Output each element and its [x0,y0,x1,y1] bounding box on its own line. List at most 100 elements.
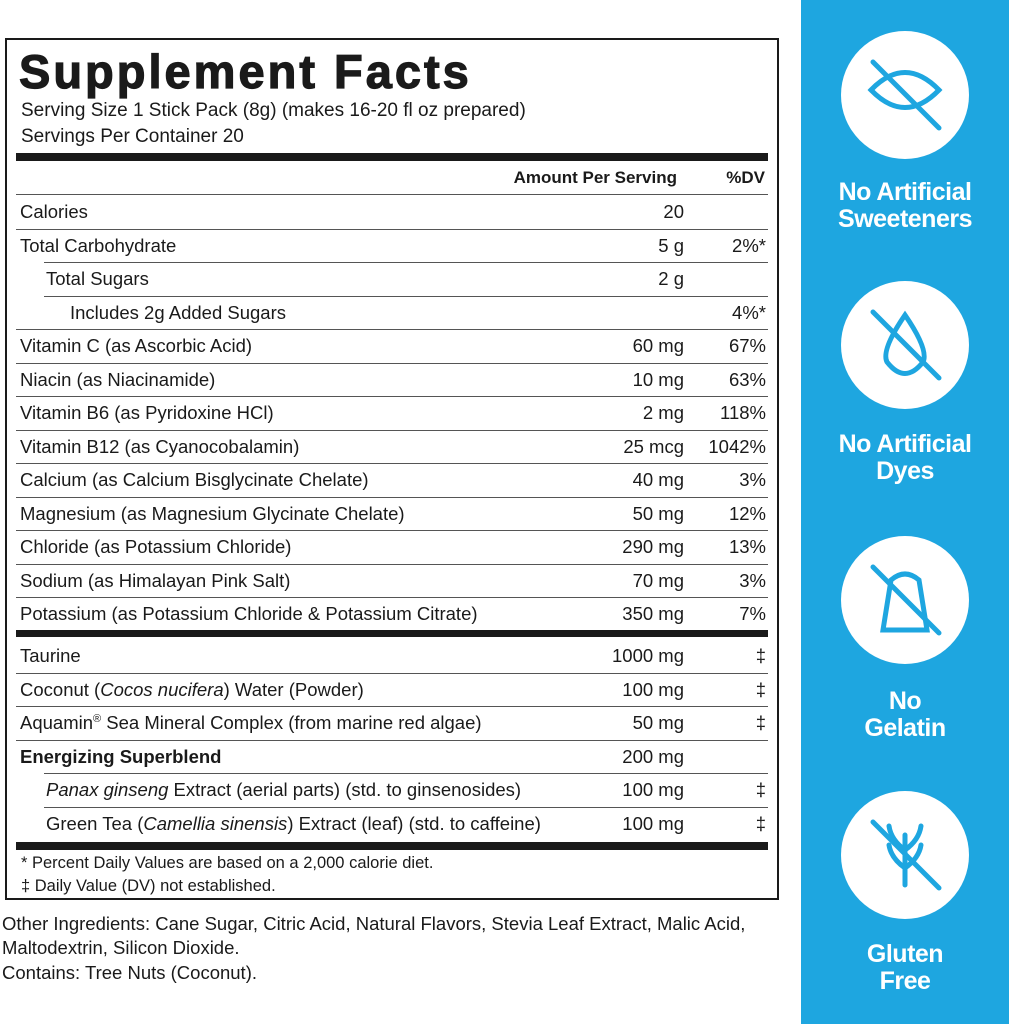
row-name: Vitamin B6 (as Pyridoxine HCl) [20,402,274,424]
other-ingredients: Other Ingredients: Cane Sugar, Citric Ac… [2,913,746,958]
separator [16,228,768,230]
name-part: Vitamin C (as Ascorbic Acid) [20,335,253,356]
name-part: Energizing Superblend [20,745,222,767]
row: Aquamin® Sea Mineral Complex (from marin… [16,706,768,740]
daily-value: ‡ [755,812,766,834]
separator [16,563,768,565]
name-part: Sea Mineral Complex (from marine red alg… [101,712,482,733]
footnote: ‡ Daily Value (DV) not established. [21,877,276,895]
row-name: Calories [20,201,88,223]
name-part: Aquamin [20,712,94,733]
name-part: Calories [20,201,88,222]
name-part: Extract (aerial parts) (std. to ginsenos… [168,779,522,800]
daily-value: 2%* [732,234,766,256]
badge-label: No Artificial Dyes [801,431,1009,485]
row-name: Vitamin B12 (as Cyanocobalamin) [20,436,299,458]
nutrient-rows: Calories 20 Total Carbohydrate 5 g 2%* Total … [16,194,768,631]
row: Includes 2g Added Sugars 4%* [16,295,768,330]
amount: 25 mcg [623,435,684,457]
row: Magnesium (as Magnesium Glycinate Chelat… [16,496,768,531]
header-amount: Amount Per Serving [513,168,677,187]
amount: 70 mg [632,569,684,591]
row-name: Niacin (as Niacinamide) [20,369,215,391]
name-part: Chloride (as Potassium Chloride) [20,536,292,557]
row-name: Green Tea (Camellia sinensis) Extract (l… [46,813,541,835]
separator [16,530,768,531]
row-name: Potassium (as Potassium Chloride & Potas… [20,603,478,625]
name-part: Cocos nucifera [100,678,224,700]
row-name: Total Sugars [46,268,149,290]
row: Coconut (Cocos nucifera) Water (Powder) 1… [16,672,768,707]
row: Vitamin C (as Ascorbic Acid) 60 mg 67% [16,329,768,363]
daily-value: 4%* [732,301,766,323]
separator [44,295,768,297]
name-part: Total Carbohydrate [20,234,177,256]
separator [44,262,768,263]
amount: 50 mg [632,502,684,524]
row: Niacin (as Niacinamide) 10 mg 63% [16,362,768,397]
row-name: Aquamin® Sea Mineral Complex (from marin… [20,712,482,734]
daily-value: ‡ [755,678,766,700]
separator [16,362,768,364]
row: Calories 20 [16,195,768,229]
row-name: Includes 2g Added Sugars [70,302,286,324]
row: Sodium (as Himalayan Pink Salt) 70 mg 3% [16,563,768,598]
row-name: Panax ginseng Extract (aerial parts) (st… [46,779,521,801]
row: Vitamin B12 (as Cyanocobalamin) 25 mcg 104… [16,429,768,464]
separator [44,806,768,808]
badge-icons [841,31,969,919]
amount: 350 mg [622,603,684,624]
separator [16,429,768,431]
header-dv: %DV [726,168,765,187]
name-part: Vitamin B6 (as Pyridoxine HCl) [20,402,274,423]
separator [16,496,768,498]
name-part: ) Water (Powder) [223,678,364,700]
row: Vitamin B6 (as Pyridoxine HCl) 2 mg 118% [16,396,768,430]
name-part: Sodium (as Himalayan Pink Salt) [20,569,291,591]
row: Potassium (as Potassium Chloride & Potas… [16,597,768,631]
row-name: Chloride (as Potassium Chloride) [20,536,291,558]
footnote: * Percent Daily Values are based on a 2,… [21,854,434,872]
amount: 2 g [658,268,684,289]
separator [16,463,768,464]
name-part: Total Sugars [46,268,149,289]
row-name: Calcium (as Calcium Bisglycinate Chelate… [20,469,369,491]
amount: 100 mg [622,678,684,700]
name-part: Camellia sinensis [143,812,288,834]
supplement-facts-label: Supplement Facts Serving Size 1 Stick Pa… [5,38,779,900]
badge-label: Gluten Free [801,941,1009,995]
separator [16,672,768,674]
name-part: Panax ginseng [46,779,169,800]
ingredient-rows: Taurine 1000 mg ‡ Coconut (Cocos nucifera) … [16,639,768,840]
separator [16,706,768,707]
row-name: Vitamin C (as Ascorbic Acid) [20,335,252,357]
row: Calcium (as Calcium Bisglycinate Chelate… [16,463,768,497]
name-part: Includes 2g Added Sugars [70,301,286,323]
daily-value: 13% [728,536,766,557]
contains: Contains: Tree Nuts (Coconut). [2,962,257,983]
daily-value: 3% [739,569,766,591]
amount: 100 mg [622,779,684,800]
amount: 10 mg [632,368,684,390]
badge-text: No Artificial [838,430,972,458]
servings-per-container: Servings Per Container 20 [21,126,244,147]
badge-text: Gluten [866,940,944,968]
amount: 1000 mg [612,645,684,666]
amount: 20 [663,201,684,222]
name-part: Green Tea ( [46,812,144,834]
row: Taurine 1000 mg ‡ [16,639,768,673]
daily-value: 67% [728,335,766,356]
name-part: Niacin (as Niacinamide) [20,368,216,390]
row-name: Sodium (as Himalayan Pink Salt) [20,570,290,592]
amount: 60 mg [632,335,684,356]
daily-value: ‡ [755,779,766,800]
amount: 40 mg [632,469,684,490]
amount: 200 mg [622,745,684,767]
daily-value: 1042% [708,435,766,457]
amount: 2 mg [642,402,684,423]
name-part: Vitamin B12 (as Cyanocobalamin) [20,435,300,457]
serving-size: Serving Size 1 Stick Pack (8g) (makes 16… [21,100,526,121]
row-name: Total Carbohydrate [20,235,176,257]
badge-text: No [888,687,922,715]
